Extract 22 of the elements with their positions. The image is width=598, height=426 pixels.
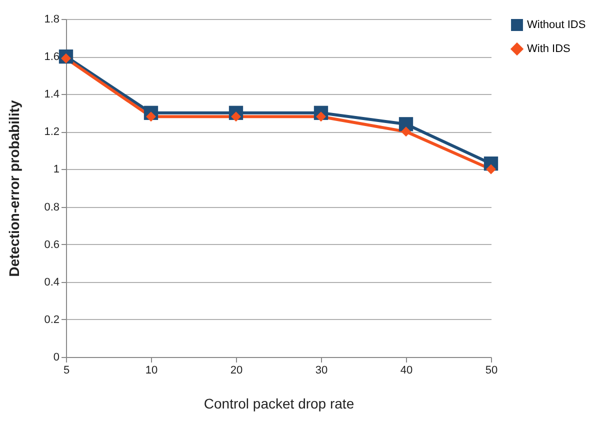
y-tick-label: 1 <box>53 164 60 176</box>
legend-label: Without IDS <box>527 19 586 31</box>
x-tick-label: 30 <box>315 364 328 376</box>
x-tick-label: 5 <box>63 364 70 376</box>
y-axis-title: Detection-error probability <box>6 100 22 277</box>
legend-label: With IDS <box>527 43 570 55</box>
x-tick-label: 10 <box>145 364 158 376</box>
point <box>486 164 496 174</box>
x-axis-title: Control packet drop rate <box>204 396 354 412</box>
x-tick-label: 40 <box>400 364 413 376</box>
y-tick-label: 0.4 <box>44 276 60 288</box>
y-tick-label: 1.8 <box>44 14 60 26</box>
y-tick-label: 0 <box>53 352 60 364</box>
y-tick-label: 0.2 <box>44 314 60 326</box>
point <box>401 126 411 137</box>
y-tick-label: 1.6 <box>44 51 60 64</box>
y-tick-label: 0.8 <box>44 201 60 214</box>
x-tick-label: 20 <box>230 364 243 376</box>
x-tick-label: 50 <box>485 364 498 376</box>
y-tick-label: 1.2 <box>44 126 60 138</box>
y-tick-label: 1.4 <box>44 88 60 101</box>
y-tick-label: 0.6 <box>44 238 60 251</box>
